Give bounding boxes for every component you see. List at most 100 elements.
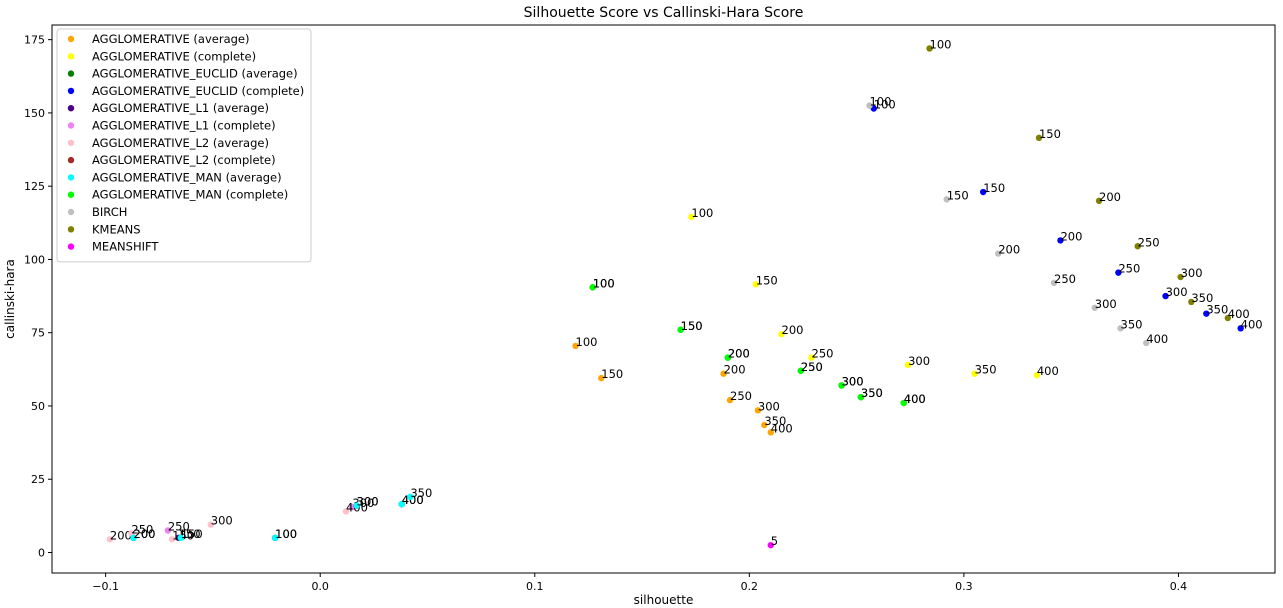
data-label-3-3: 250 (1118, 262, 1140, 276)
data-label-4-1: 150 (179, 527, 201, 541)
y-tick-label-0: 0 (38, 546, 45, 559)
data-label-0-1: 150 (601, 367, 623, 381)
plot-frame (51, 24, 1276, 574)
legend-marker-8 (67, 174, 75, 181)
data-label-3-0: 100 (874, 98, 896, 112)
data-point-10-5 (1117, 325, 1124, 332)
data-label-0-2: 200 (724, 363, 746, 377)
legend-marker-3 (67, 87, 75, 95)
data-point-9-2 (724, 354, 732, 361)
data-point-1-4 (904, 361, 912, 369)
data-point-8-4 (398, 500, 405, 508)
data-point-9-6 (900, 399, 908, 407)
legend-entry-7: AGGLOMERATIVE_L2 (complete) (92, 153, 276, 167)
data-point-11-1 (1035, 134, 1043, 142)
legend-entry-12: MEANSHIFT (92, 240, 159, 254)
data-point-6-0 (106, 536, 114, 543)
data-point-0-6 (767, 429, 774, 436)
data-point-11-0 (926, 45, 933, 52)
legend-marker-7 (67, 156, 75, 164)
legend-entry-0: AGGLOMERATIVE (average) (92, 32, 249, 46)
data-label-2-1: 150 (681, 319, 703, 333)
data-point-0-0 (572, 342, 579, 350)
legend-marker-1 (67, 53, 75, 60)
data-point-3-1 (979, 188, 987, 196)
data-point-10-1 (943, 196, 950, 203)
data-label-3-1: 150 (983, 181, 1005, 195)
legend-entry-5: AGGLOMERATIVE_L1 (complete) (92, 119, 276, 133)
legend: AGGLOMERATIVE (average) AGGLOMERATIVE (co… (56, 28, 312, 263)
data-label-6-2: 150 (172, 528, 194, 542)
data-label-9-5: 350 (861, 386, 883, 400)
data-label-4-3: 300 (357, 495, 379, 509)
data-label-6-3: 300 (211, 514, 233, 528)
data-point-0-1 (598, 374, 605, 382)
legend-marker-6 (67, 139, 75, 146)
axes: −0.1 0.0 0.1 0.2 0.3 0.4 0 25 50 75 100 125 150 175 (24, 24, 1276, 593)
data-label-9-6: 400 (904, 392, 926, 406)
data-label-12-0: 5 (771, 534, 778, 548)
data-label-4-0: 200 (134, 527, 156, 541)
data-label-0-6: 400 (771, 421, 793, 435)
data-point-3-3 (1115, 269, 1122, 276)
data-label-9-4: 300 (842, 374, 864, 388)
data-label-8-3: 300 (357, 495, 379, 509)
data-label-2-2: 200 (728, 347, 750, 361)
y-tick-label-1: 25 (31, 473, 45, 486)
legend-entry-3: AGGLOMERATIVE_EUCLID (complete) (92, 84, 304, 98)
x-axis-title: silhouette (634, 593, 694, 607)
data-point-10-4 (1091, 304, 1098, 311)
data-point-1-6 (1033, 371, 1041, 379)
data-point-0-3 (726, 396, 734, 404)
data-label-3-4: 300 (1166, 285, 1188, 299)
data-point-0-2 (720, 370, 727, 377)
data-label-3-2: 200 (1060, 229, 1082, 243)
x-tick-label-4: 0.3 (955, 580, 973, 593)
data-label-2-6: 400 (904, 392, 926, 406)
data-label-0-5: 350 (764, 414, 786, 428)
data-label-8-5: 350 (410, 486, 432, 500)
data-point-12-0 (767, 541, 774, 549)
legend-entry-8: AGGLOMERATIVE_MAN (average) (92, 170, 282, 184)
data-point-9-0 (589, 284, 596, 291)
data-label-11-0: 100 (930, 37, 952, 51)
data-label-1-0: 100 (691, 206, 713, 220)
data-label-1-6: 400 (1037, 364, 1059, 378)
data-label-5-0: 250 (168, 520, 190, 534)
data-point-11-4 (1177, 273, 1184, 281)
data-label-2-0: 100 (593, 276, 615, 290)
data-point-11-6 (1224, 314, 1231, 322)
legend-box (56, 28, 312, 263)
data-point-3-5 (1203, 310, 1210, 317)
y-tick-label-2: 50 (31, 400, 45, 413)
data-point-10-2 (995, 250, 1002, 257)
data-label-9-1: 150 (681, 319, 703, 333)
data-point-11-5 (1188, 298, 1195, 306)
data-label-9-0: 100 (593, 276, 615, 290)
data-label-2-5: 350 (861, 386, 883, 400)
data-point-3-4 (1162, 292, 1169, 300)
data-point-10-0 (866, 102, 873, 109)
data-point-1-0 (688, 213, 695, 221)
y-tick-label-4: 100 (24, 253, 45, 266)
data-label-10-4: 300 (1095, 297, 1117, 311)
data-point-8-0 (130, 534, 137, 542)
data-point-11-2 (1095, 197, 1103, 205)
data-label-0-0: 100 (576, 335, 598, 349)
data-label-1-1: 150 (756, 273, 778, 287)
legend-marker-12 (67, 243, 75, 250)
x-tick-label-3: 0.2 (741, 580, 759, 593)
x-tick-label-5: 0.4 (1170, 580, 1188, 593)
data-label-0-3: 250 (730, 389, 752, 403)
y-axis-title: callinski-hara (3, 259, 17, 339)
legend-marker-11 (67, 226, 75, 233)
data-label-8-0: 200 (134, 527, 156, 541)
legend-entry-2: AGGLOMERATIVE_EUCLID (average) (92, 67, 298, 81)
data-label-6-0: 200 (110, 528, 132, 542)
data-label-2-4: 300 (842, 374, 864, 388)
data-point-8-2 (271, 534, 279, 542)
data-point-3-2 (1057, 237, 1064, 244)
legend-marker-9 (67, 191, 75, 198)
data-label-10-3: 250 (1054, 272, 1076, 286)
